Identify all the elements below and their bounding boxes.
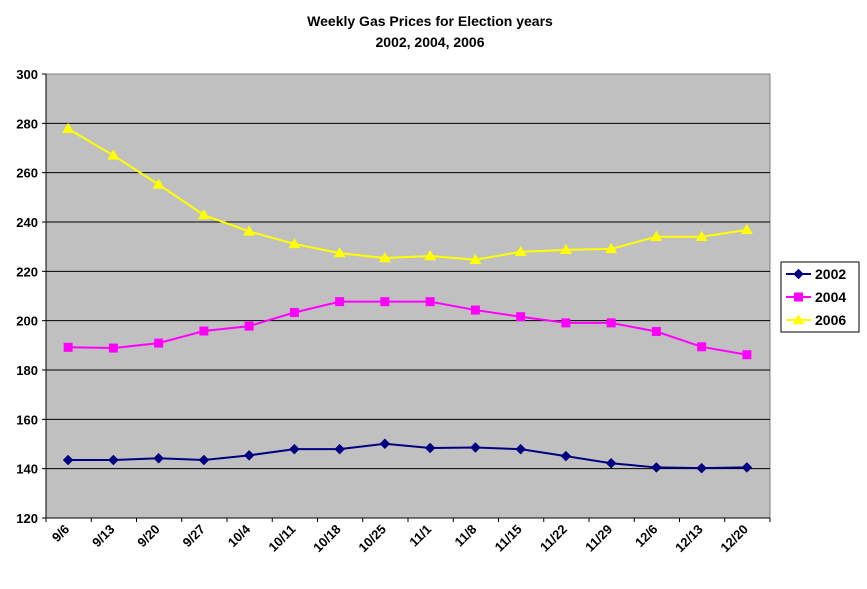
data-point-2004 xyxy=(380,297,390,307)
data-point-2006 xyxy=(605,242,618,254)
data-point-2002 xyxy=(741,462,753,473)
data-point-2004 xyxy=(154,338,164,348)
data-point-2004 xyxy=(244,321,254,331)
data-point-2002 xyxy=(605,457,617,469)
x-tick-label: 12/20 xyxy=(717,522,751,556)
series-line-2004 xyxy=(68,300,748,356)
data-point-2004 xyxy=(516,312,526,322)
data-point-2006 xyxy=(650,230,663,241)
x-tick-label: 9/6 xyxy=(49,522,72,545)
data-point-2006 xyxy=(62,122,75,133)
data-point-2002 xyxy=(153,452,164,464)
legend-marker-2006 xyxy=(792,314,805,325)
chart-title: Weekly Gas Prices for Election years xyxy=(307,13,553,29)
data-point-2002 xyxy=(515,443,526,455)
data-point-2006 xyxy=(514,245,527,257)
x-tick-label: 11/29 xyxy=(582,522,615,555)
y-tick-label: 180 xyxy=(16,363,38,378)
x-tick-label: 9/20 xyxy=(134,522,163,551)
x-tick-label: 12/6 xyxy=(632,522,661,551)
y-tick-label: 240 xyxy=(16,215,38,230)
data-point-2006 xyxy=(424,250,437,261)
y-tick-label: 280 xyxy=(16,116,38,131)
x-tick-label: 10/25 xyxy=(355,522,389,556)
x-tick-label: 9/27 xyxy=(179,522,208,551)
data-point-2006 xyxy=(288,237,301,249)
y-tick-label: 260 xyxy=(16,166,38,181)
data-point-2006 xyxy=(740,223,753,235)
x-tick-label: 9/13 xyxy=(89,522,118,551)
series-2004 xyxy=(63,297,752,360)
data-point-2002 xyxy=(470,442,481,453)
data-point-2004 xyxy=(289,308,299,318)
data-point-2002 xyxy=(560,450,572,462)
data-point-2002 xyxy=(424,442,436,454)
x-tick-label: 11/1 xyxy=(406,522,434,550)
data-point-2004 xyxy=(63,342,73,352)
data-point-2004 xyxy=(425,297,435,307)
data-point-2002 xyxy=(62,454,74,466)
x-tick-label: 11/22 xyxy=(537,522,570,555)
series-2006 xyxy=(62,122,753,264)
data-point-2004 xyxy=(742,350,752,360)
series-layer xyxy=(62,122,753,474)
legend-marker-2004 xyxy=(794,292,803,302)
y-tick-label: 220 xyxy=(16,264,38,279)
data-point-2004 xyxy=(606,318,616,328)
y-tick-label: 160 xyxy=(16,412,38,427)
chart-subtitle: 2002, 2004, 2006 xyxy=(376,34,485,50)
x-tick-label: 10/18 xyxy=(310,522,344,556)
data-point-2004 xyxy=(651,327,661,337)
data-point-2004 xyxy=(335,297,345,307)
data-point-2006 xyxy=(197,209,210,220)
data-point-2004 xyxy=(697,342,707,352)
data-point-2002 xyxy=(198,454,210,466)
data-point-2004 xyxy=(108,343,118,353)
legend-label-2006: 2006 xyxy=(815,312,846,328)
data-point-2006 xyxy=(695,230,708,241)
data-point-2002 xyxy=(289,443,300,455)
legend-label-2002: 2002 xyxy=(815,266,846,282)
data-point-2004 xyxy=(470,305,480,315)
series-2002 xyxy=(62,438,753,474)
y-tick-label: 200 xyxy=(16,314,38,329)
data-point-2002 xyxy=(651,462,662,473)
x-tick-label: 10/4 xyxy=(225,521,254,550)
data-point-2006 xyxy=(469,253,482,264)
data-point-2006 xyxy=(107,149,120,160)
data-point-2002 xyxy=(243,449,255,461)
data-point-2004 xyxy=(199,326,209,336)
data-point-2006 xyxy=(559,243,572,255)
data-point-2006 xyxy=(378,252,391,263)
series-line-2002 xyxy=(68,442,747,470)
x-tick-label: 11/15 xyxy=(492,522,525,555)
legend-marker-2002 xyxy=(793,268,804,280)
data-point-2006 xyxy=(333,247,346,258)
data-point-2006 xyxy=(152,178,165,189)
data-point-2004 xyxy=(561,318,571,328)
data-point-2002 xyxy=(108,454,119,466)
data-point-2002 xyxy=(379,438,391,450)
x-tick-label: 11/8 xyxy=(451,522,479,550)
legend: 2002 2004 2006 xyxy=(780,261,860,333)
data-point-2006 xyxy=(243,225,256,236)
legend-label-2004: 2004 xyxy=(815,289,846,305)
y-tick-label: 120 xyxy=(16,511,38,526)
plot-area xyxy=(45,73,771,519)
data-point-2002 xyxy=(334,443,345,455)
x-tick-label: 12/13 xyxy=(672,522,706,556)
data-point-2002 xyxy=(696,462,707,474)
series-line-2006 xyxy=(67,127,748,261)
x-tick-label: 10/11 xyxy=(265,522,298,555)
y-tick-label: 140 xyxy=(16,462,38,477)
y-tick-label: 300 xyxy=(16,67,38,82)
gridlines xyxy=(46,122,770,470)
